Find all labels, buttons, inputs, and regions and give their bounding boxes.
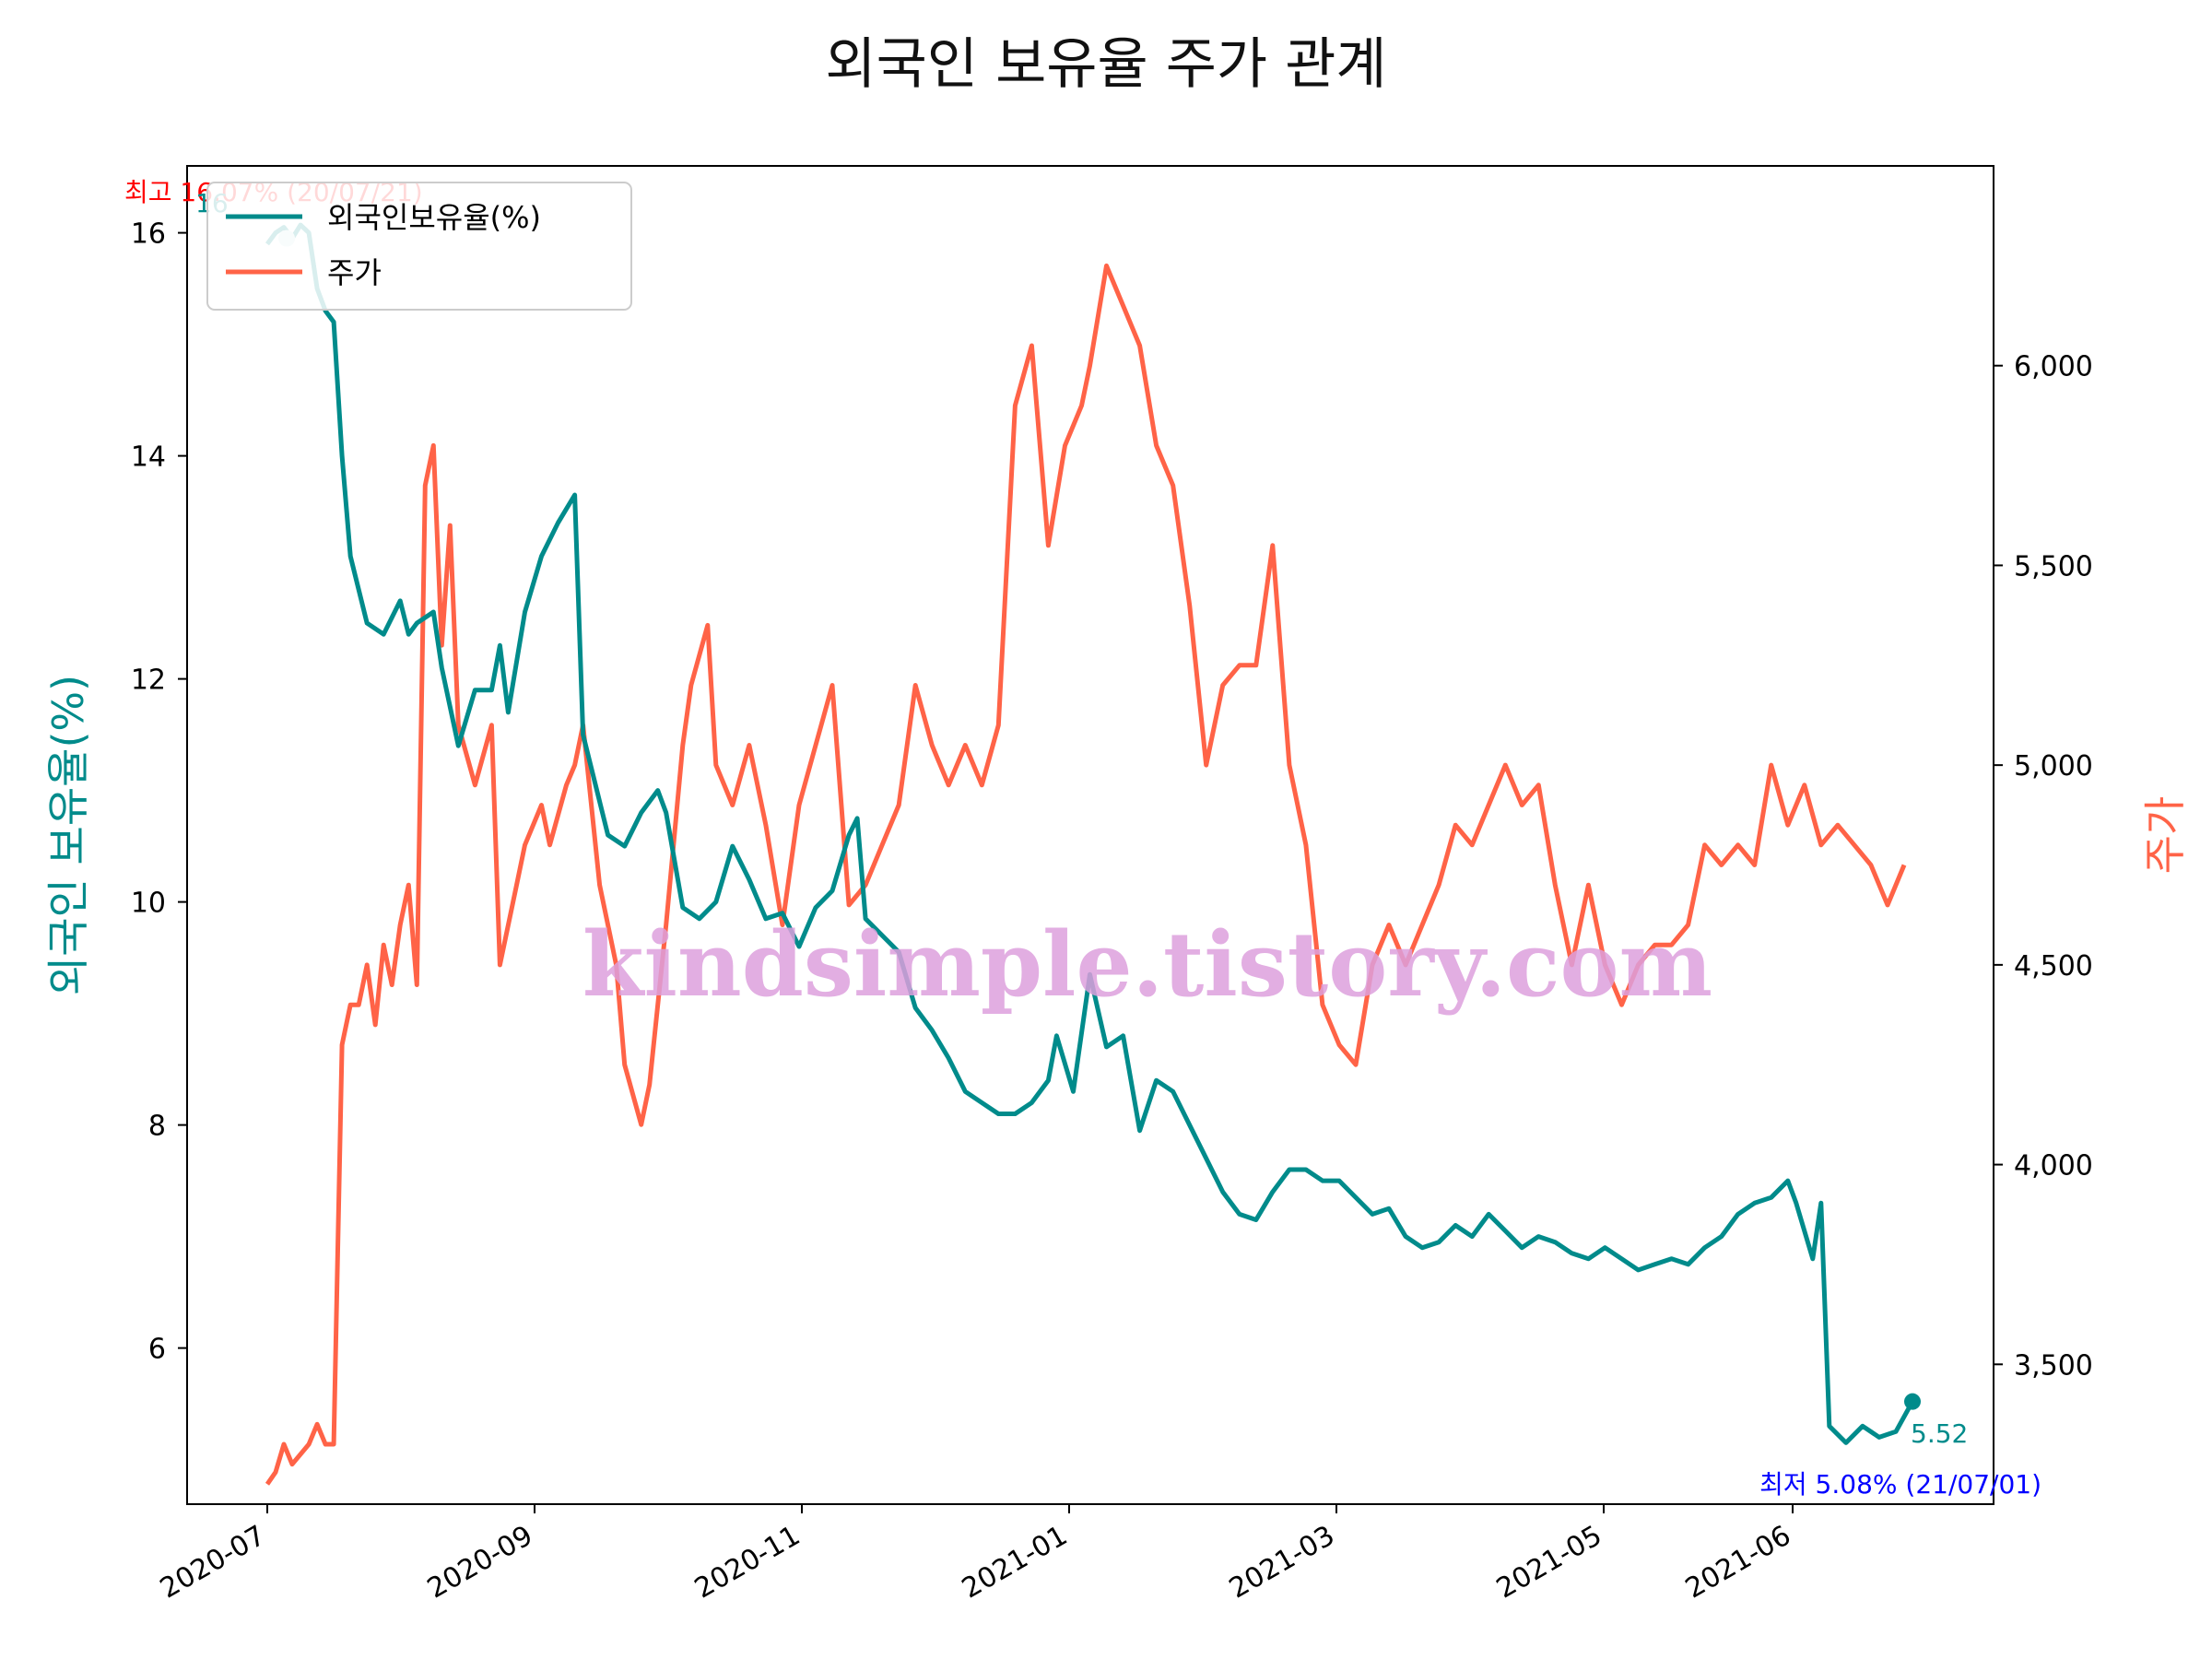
y-left-tick-label: 6: [148, 1334, 166, 1366]
y-right-tick-label: 3,500: [2014, 1349, 2093, 1382]
watermark-text: kindsimple.tistory.com: [582, 912, 1712, 1017]
plot-frame: [186, 165, 1994, 1505]
series-line-holding: [265, 222, 1915, 1445]
legend-label-holding: 외국인보유율(%): [327, 200, 541, 235]
y-axis-left: 6 8 10 12 14 16: [131, 218, 187, 1366]
y-axis-right-title: 주가: [2140, 796, 2190, 875]
y-left-tick-label: 16: [131, 218, 166, 251]
y-right-tick-label: 5,500: [2014, 550, 2093, 582]
series-line-price: [265, 263, 1907, 1486]
last-marker: [1904, 1393, 1921, 1410]
plot-area: [186, 165, 1994, 1505]
y-left-tick-label: 14: [131, 441, 166, 474]
legend-label-price: 주가: [327, 255, 382, 290]
y-axis-left-title: 외국인 보유율(%): [43, 675, 93, 995]
y-left-tick-label: 10: [131, 888, 166, 920]
min-annotation: 최저 5.08% (21/07/01): [1759, 1469, 2041, 1500]
y-right-tick-label: 4,000: [2014, 1150, 2093, 1182]
legend-box: [206, 182, 632, 311]
y-axis-right: 3,500 4,000 4,500 5,000 5,500 6,000: [1994, 351, 2093, 1382]
legend: 외국인보유율(%) 주가: [206, 182, 632, 311]
y-left-tick-label: 12: [131, 665, 166, 697]
y-right-tick-label: 4,500: [2014, 950, 2093, 982]
y-right-tick-label: 6,000: [2014, 351, 2093, 383]
y-left-tick-label: 8: [148, 1111, 166, 1143]
y-right-tick-label: 5,000: [2014, 750, 2093, 782]
chart-title: 외국인 보유율 주가 관계: [825, 32, 1386, 97]
last-value-label: 5.52: [1911, 1418, 1968, 1449]
